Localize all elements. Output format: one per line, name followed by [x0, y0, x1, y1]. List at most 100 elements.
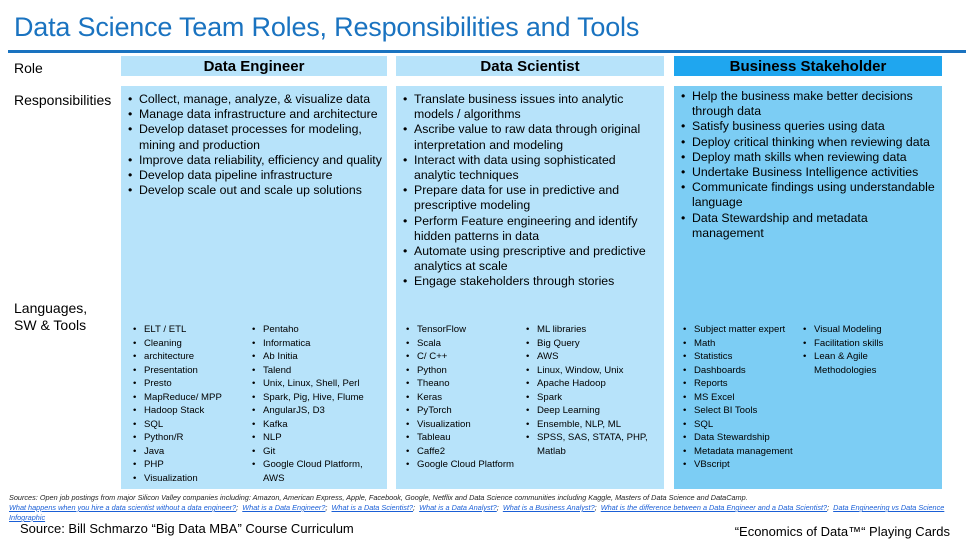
list-item: Google Cloud Platform: [406, 458, 528, 472]
list-item: Deploy critical thinking when reviewing …: [681, 135, 938, 150]
list-item: Pentaho: [252, 323, 382, 337]
list-item: Google Cloud Platform, AWS: [252, 458, 382, 485]
sources-links: What happens when you hire a data scient…: [9, 503, 945, 522]
list-item: SQL: [683, 418, 805, 432]
list-item: Translate business issues into analytic …: [403, 92, 660, 122]
column-business-stakeholder: Help the business make better decisions …: [674, 86, 942, 489]
list-item: Caffe2: [406, 445, 528, 459]
list-item: Data Stewardship: [683, 431, 805, 445]
list-item: Keras: [406, 391, 528, 405]
list-item: Presto: [133, 377, 251, 391]
tools-list-right: Visual Modeling Facilitation skills Lean…: [803, 323, 923, 377]
list-item: TensorFlow: [406, 323, 528, 337]
list-item: Ab Initia: [252, 350, 382, 364]
list-item: VBscript: [683, 458, 805, 472]
list-item: Undertake Business Intelligence activiti…: [681, 165, 938, 180]
list-item: architecture: [133, 350, 251, 364]
column-header-business-stakeholder: Business Stakeholder: [674, 56, 942, 76]
source-link[interactable]: What is a Business Analyst?: [502, 503, 595, 512]
row-label-tools: Languages, SW & Tools: [14, 300, 87, 334]
list-item: Deep Learning: [526, 404, 660, 418]
list-item: NLP: [252, 431, 382, 445]
list-item: Subject matter expert: [683, 323, 805, 337]
list-item: Unix, Linux, Shell, Perl: [252, 377, 382, 391]
list-item: Git: [252, 445, 382, 459]
list-item: Lean & Agile Methodologies: [803, 350, 923, 377]
list-item: Hadoop Stack: [133, 404, 251, 418]
tools-list-left: TensorFlow Scala C/ C++ Python Theano Ke…: [406, 323, 528, 472]
list-item: Tableau: [406, 431, 528, 445]
list-item: Presentation: [133, 364, 251, 378]
source-credit: Source: Bill Schmarzo “Big Data MBA” Cou…: [20, 521, 354, 536]
list-item: AWS: [526, 350, 660, 364]
column-data-scientist: Translate business issues into analytic …: [396, 86, 664, 489]
responsibilities-list: Help the business make better decisions …: [681, 89, 938, 241]
column-header-data-scientist: Data Scientist: [396, 56, 664, 76]
list-item: Spark, Pig, Hive, Flume: [252, 391, 382, 405]
row-label-responsibilities: Responsibilities: [14, 92, 112, 108]
row-label-tools-line2: SW & Tools: [14, 317, 87, 333]
row-label-tools-line1: Languages,: [14, 300, 88, 316]
row-label-role: Role: [14, 60, 43, 76]
list-item: Theano: [406, 377, 528, 391]
list-item: ML libraries: [526, 323, 660, 337]
tools-list-right: ML libraries Big Query AWS Linux, Window…: [526, 323, 660, 458]
tools-list-right: Pentaho Informatica Ab Initia Talend Uni…: [252, 323, 382, 485]
list-item: Develop data pipeline infrastructure: [128, 168, 383, 183]
list-item: Collect, manage, analyze, & visualize da…: [128, 92, 383, 107]
list-item: Prepare data for use in predictive and p…: [403, 183, 660, 213]
list-item: Java: [133, 445, 251, 459]
list-item: Dashboards: [683, 364, 805, 378]
responsibilities-list: Collect, manage, analyze, & visualize da…: [128, 92, 383, 199]
tools-list-left: Subject matter expert Math Statistics Da…: [683, 323, 805, 472]
list-item: Satisfy business queries using data: [681, 119, 938, 134]
list-item: Ascribe value to raw data through origin…: [403, 122, 660, 152]
list-item: Talend: [252, 364, 382, 378]
list-item: Communicate findings using understandabl…: [681, 180, 938, 210]
list-item: Facilitation skills: [803, 337, 923, 351]
list-item: Interact with data using sophisticated a…: [403, 153, 660, 183]
list-item: Improve data reliability, efficiency and…: [128, 153, 383, 168]
list-item: Big Query: [526, 337, 660, 351]
tools-list-left: ELT / ETL Cleaning architecture Presenta…: [133, 323, 251, 485]
list-item: SPSS, SAS, STATA, PHP, Matlab: [526, 431, 660, 458]
list-item: MS Excel: [683, 391, 805, 405]
list-item: Python/R: [133, 431, 251, 445]
list-item: Deploy math skills when reviewing data: [681, 150, 938, 165]
source-link[interactable]: Data Engineering vs Data Science Infogra…: [9, 503, 945, 522]
source-link[interactable]: What happens when you hire a data scient…: [9, 503, 237, 512]
page-title: Data Science Team Roles, Responsibilitie…: [14, 12, 640, 42]
list-item: Select BI Tools: [683, 404, 805, 418]
column-header-data-engineer: Data Engineer: [121, 56, 387, 76]
list-item: PHP: [133, 458, 251, 472]
list-item: AngularJS, D3: [252, 404, 382, 418]
list-item: Cleaning: [133, 337, 251, 351]
list-item: Metadata management: [683, 445, 805, 459]
list-item: Help the business make better decisions …: [681, 89, 938, 119]
list-item: Data Stewardship and metadata management: [681, 211, 938, 241]
sources-note: Sources: Open job postings from major Si…: [9, 493, 967, 523]
source-link[interactable]: What is a Data Engineer?: [242, 503, 326, 512]
source-link[interactable]: What is the difference between a Data En…: [600, 503, 828, 512]
list-item: Develop dataset processes for modeling, …: [128, 122, 383, 152]
list-item: Kafka: [252, 418, 382, 432]
source-link[interactable]: What is a Data Scientist?: [331, 503, 414, 512]
list-item: MapReduce/ MPP: [133, 391, 251, 405]
list-item: Engage stakeholders through stories: [403, 274, 660, 289]
list-item: Apache Hadoop: [526, 377, 660, 391]
list-item: Informatica: [252, 337, 382, 351]
source-link[interactable]: What is a Data Analyst?: [419, 503, 497, 512]
playing-cards-credit: “Economics of Data™“ Playing Cards: [734, 524, 950, 539]
list-item: C/ C++: [406, 350, 528, 364]
list-item: Spark: [526, 391, 660, 405]
list-item: Visualization: [133, 472, 251, 486]
list-item: ELT / ETL: [133, 323, 251, 337]
list-item: Scala: [406, 337, 528, 351]
list-item: Visual Modeling: [803, 323, 923, 337]
list-item: Ensemble, NLP, ML: [526, 418, 660, 432]
list-item: Perform Feature engineering and identify…: [403, 214, 660, 244]
list-item: Develop scale out and scale up solutions: [128, 183, 383, 198]
list-item: Statistics: [683, 350, 805, 364]
responsibilities-list: Translate business issues into analytic …: [403, 92, 660, 290]
list-item: PyTorch: [406, 404, 528, 418]
